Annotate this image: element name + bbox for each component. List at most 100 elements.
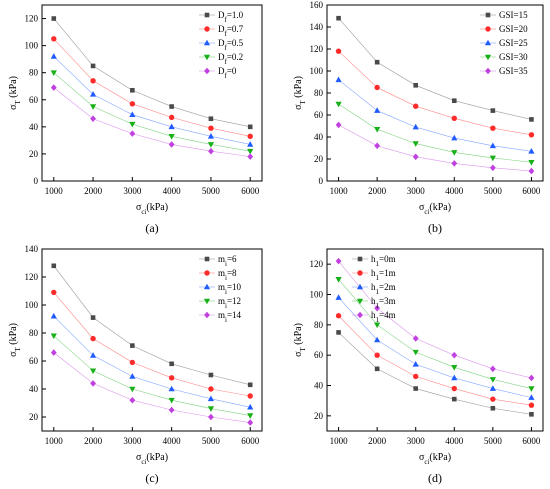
data-point [412, 335, 419, 342]
legend-label-sub: f [225, 16, 228, 24]
x-tick-label: 2000 [84, 436, 103, 446]
data-point [412, 153, 419, 161]
data-point [247, 124, 253, 130]
legend-label-sub: 1 [376, 260, 380, 268]
legend-label-tail: =1.0 [227, 10, 244, 20]
data-point [129, 101, 136, 107]
series-5 [335, 121, 535, 175]
y-tick-label: 40 [29, 384, 39, 394]
panel-d: 1000 2000 3000 4000 5000 600020406080100120σc… [293, 248, 544, 485]
series-4 [50, 70, 254, 155]
x-tick-label: 6000 [241, 186, 260, 196]
y-tick-label: 120 [25, 14, 39, 24]
legend-label-main: h [371, 282, 376, 292]
legend-label-tail: =2m [379, 282, 396, 292]
data-point [451, 134, 458, 141]
data-point [130, 343, 135, 348]
legend-label-main: h [371, 268, 376, 278]
x-axis-label-unit: (kPa) [429, 452, 451, 463]
legend-entry: Df=1.0 [199, 10, 244, 24]
data-point [247, 393, 253, 399]
data-point [489, 164, 496, 172]
legend-label-main: h [371, 296, 376, 306]
data-point [335, 313, 342, 319]
legend-label-sub: 1 [376, 288, 380, 296]
data-point [412, 141, 419, 147]
x-tick-label: 5000 [202, 436, 221, 446]
y-axis-label: σT (kPa) [8, 323, 22, 357]
legend-entry: mi=12 [199, 296, 241, 310]
x-axis-label-main: σ [136, 452, 142, 463]
x-axis-label-sub: ci [141, 208, 146, 216]
data-point [335, 76, 342, 83]
legend-label-tail: =0m [379, 254, 396, 264]
data-point [90, 315, 96, 320]
x-tick-label: 4000 [445, 436, 464, 446]
legend-label-sub: 1 [376, 274, 380, 282]
y-axis-label-unit: (kPa) [293, 76, 304, 100]
legend-label: mi=12 [218, 296, 241, 310]
legend-marker [484, 54, 492, 61]
data-point [168, 397, 175, 404]
series-5 [335, 257, 535, 382]
y-tick-label: 80 [314, 88, 324, 98]
series-2 [51, 36, 253, 140]
legend-label-main: D [218, 24, 225, 34]
data-point [451, 385, 457, 392]
legend-entry: Df=0.7 [199, 24, 244, 38]
x-axis-label: σci(kPa) [419, 202, 451, 216]
data-point [247, 413, 254, 419]
legend-label-main: GSI=30 [499, 52, 528, 62]
y-tick-label: 0 [34, 176, 39, 186]
x-tick-label: 4000 [445, 186, 464, 196]
x-tick-label: 3000 [123, 436, 142, 446]
legend-label: Df=1.0 [218, 10, 244, 24]
data-point [489, 142, 496, 149]
series-2 [335, 313, 535, 408]
series-line [338, 297, 532, 398]
legend-label: h1=0m [371, 254, 396, 268]
x-axis-label: σci(kPa) [419, 452, 451, 466]
data-point [129, 359, 136, 366]
series-5 [50, 349, 254, 426]
legend-label-tail: =12 [227, 296, 241, 306]
series-line [53, 292, 251, 397]
legend-marker [357, 270, 363, 276]
y-tick-label: 60 [29, 356, 39, 366]
data-point [50, 333, 57, 340]
data-point [247, 403, 254, 410]
data-point [90, 63, 96, 69]
legend-label-sub: f [225, 30, 228, 38]
series-line [338, 50, 532, 136]
data-point [490, 125, 496, 131]
y-tick-label: 120 [310, 44, 324, 54]
y-tick-label: 40 [314, 381, 324, 391]
data-point [207, 142, 215, 148]
legend-entry: GSI=35 [480, 66, 528, 76]
data-point [529, 117, 534, 122]
legend-marker [356, 298, 364, 305]
legend-label-tail: =10 [227, 282, 242, 292]
legend-label: Df=0.7 [218, 24, 244, 38]
series-line [53, 352, 251, 423]
panel-b: 1000 2000 3000 4000 5000 6000 0 20 40 60 80 100 120 1… [293, 0, 544, 235]
legend-label-sub: 1 [376, 302, 380, 310]
data-point [208, 413, 214, 421]
legend-entry: GSI=30 [480, 52, 528, 62]
legend-label: mi=6 [218, 254, 237, 268]
series-line [338, 279, 532, 389]
data-point [528, 374, 535, 382]
data-point [129, 386, 136, 393]
data-point [208, 147, 214, 155]
series-1 [336, 15, 534, 122]
series-1 [336, 330, 534, 417]
data-point [168, 114, 175, 121]
data-point [247, 382, 253, 388]
legend-label: h1=3m [371, 296, 396, 310]
data-point [528, 148, 535, 154]
legend-marker [204, 12, 210, 18]
series-4 [335, 101, 535, 166]
series-line [338, 315, 532, 406]
data-point [529, 412, 534, 417]
data-point [168, 406, 175, 414]
